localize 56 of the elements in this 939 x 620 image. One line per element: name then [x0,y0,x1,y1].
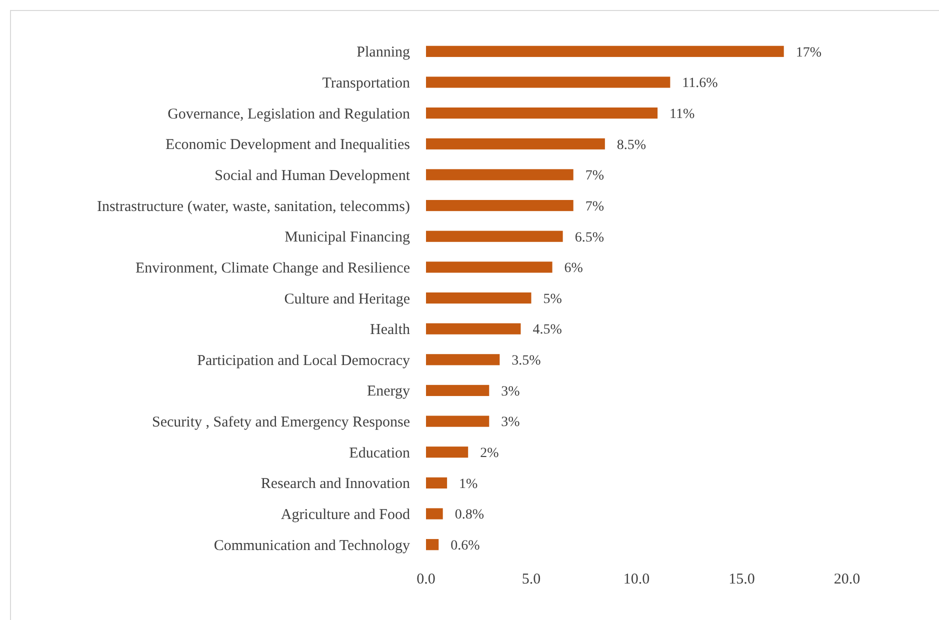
bar [426,76,670,88]
bar [426,292,532,304]
data-label: 3% [501,415,520,430]
bar [426,323,521,334]
y-tick-label: Security , Safety and Emergency Response [152,414,410,431]
y-tick-label: Social and Human Development [214,168,411,184]
bar [426,539,439,550]
data-label: 7% [585,168,604,184]
bar [426,477,448,488]
data-label: 0.8% [454,508,484,523]
data-label: 0.6% [450,538,480,554]
data-label: 8.5% [616,138,646,153]
bar [426,46,784,57]
data-label: 7% [585,199,604,214]
x-tick-label: 10.0 [623,571,650,588]
bar [426,230,563,242]
x-tick-label: 5.0 [522,571,541,588]
data-label: 17% [796,45,822,60]
data-label: 3.5% [512,354,542,369]
data-label: 2% [480,446,500,462]
y-tick-label: Agriculture and Food [280,507,410,524]
bar [426,138,605,150]
y-tick-label: Health [370,322,410,338]
bar [426,446,468,458]
bar [426,108,658,119]
y-tick-label: Economic Development and Inequalities [165,137,410,154]
data-label: 6% [564,261,584,276]
data-label: 11% [670,106,696,122]
bar [426,200,574,212]
y-tick-label: Transportation [322,75,410,92]
x-tick-label: 20.0 [834,571,860,588]
x-tick-label: 0.0 [416,571,436,588]
y-tick-label: Research and Innovation [260,476,410,492]
y-tick-label: Environment, Climate Change and Resilience [135,260,410,276]
x-tick-label: 15.0 [728,571,755,588]
data-label: 3% [501,384,520,400]
bar [426,508,443,520]
y-tick-label: Instrastructure (water, waste, sanitation, telecomms) [96,198,410,215]
data-label: 4.5% [532,322,562,338]
data-label: 6.5% [574,230,604,246]
y-tick-label: Education [349,445,410,462]
bar [426,354,500,366]
data-label: 11.6% [682,76,718,92]
data-label: 1% [459,476,478,492]
y-tick-label: Municipal Financing [284,230,410,246]
bar [426,262,552,273]
y-tick-label: Culture and Heritage [284,291,410,308]
y-tick-label: Planning [356,44,410,61]
bar [426,416,490,427]
y-tick-label: Governance, Legislation and Regulation [168,106,410,122]
y-tick-label: Energy [366,384,410,400]
y-tick-label: Participation and Local Democracy [197,352,410,369]
bar [426,169,574,180]
y-tick-label: Communication and Technology [214,538,410,554]
bar [426,384,490,396]
data-label: 5% [543,292,562,307]
